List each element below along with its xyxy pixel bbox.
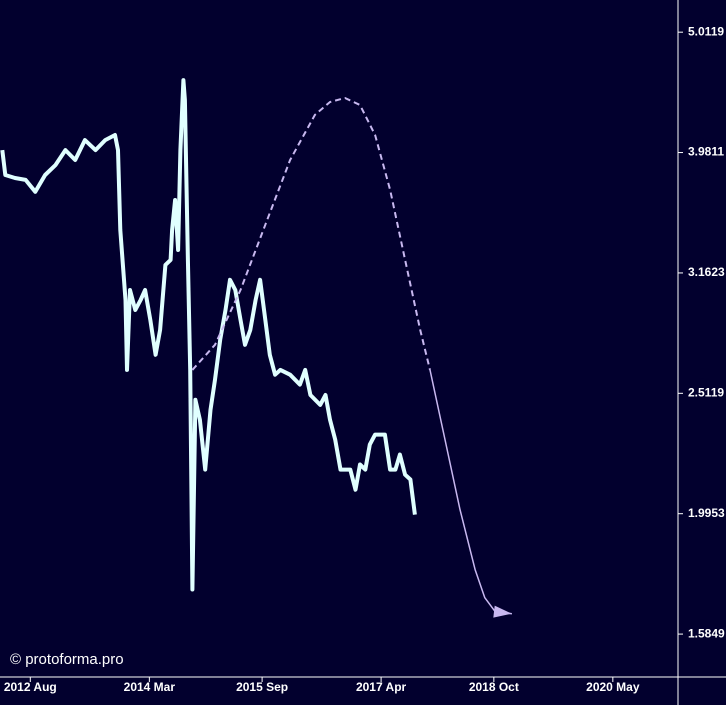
arrow-head: [493, 605, 512, 618]
y-tick-label: 3.1623: [688, 265, 725, 279]
x-tick-label: 2015 Sep: [236, 680, 288, 694]
watermark: © protoforma.pro: [10, 651, 124, 668]
y-tick-label: 5.0119: [688, 24, 724, 38]
y-tick-label: 1.5849: [688, 626, 725, 640]
series-line: [429, 369, 512, 615]
x-tick-label: 2018 Oct: [469, 680, 519, 694]
y-tick-label: 3.9811: [688, 145, 724, 159]
x-tick-label: 2020 May: [586, 680, 640, 694]
y-tick-label: 2.5119: [688, 385, 724, 399]
series-line: [0, 78, 417, 592]
x-tick-label: 2017 Apr: [356, 680, 407, 694]
y-tick-label: 1.9953: [688, 506, 725, 520]
x-tick-label: 2014 Mar: [124, 680, 176, 694]
series-line: [191, 97, 431, 371]
x-tick-label: 2012 Aug: [4, 680, 57, 694]
